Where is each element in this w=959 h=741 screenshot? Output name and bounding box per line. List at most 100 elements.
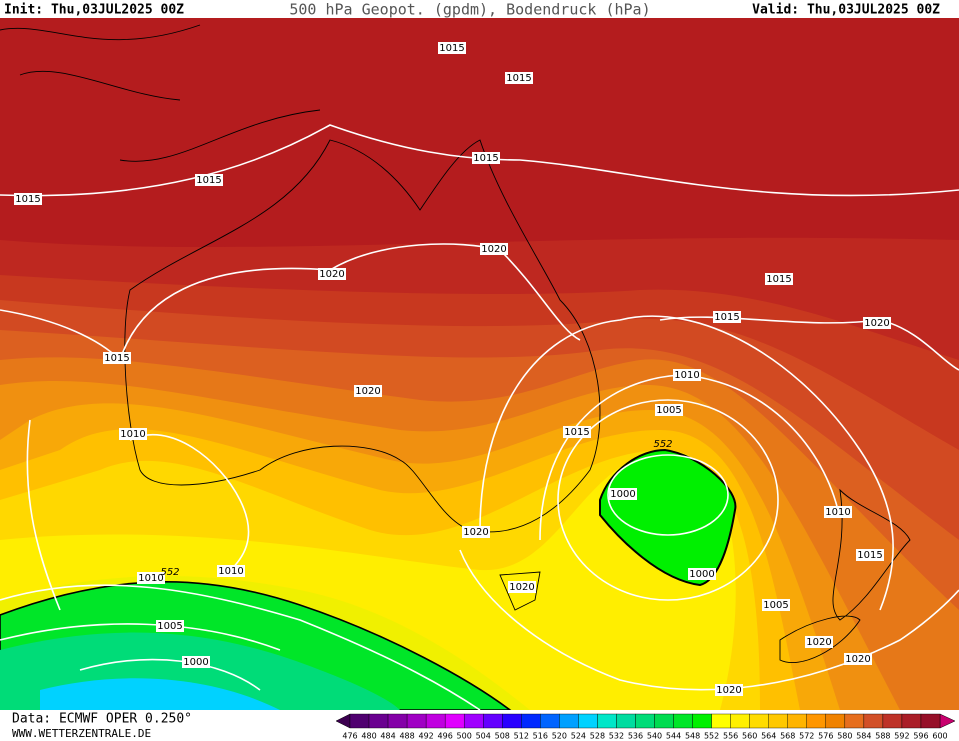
colorbar-tick-label: 560 [742, 732, 757, 741]
isobar-label: 1010 [218, 566, 243, 577]
isobar-label: 1020 [806, 637, 831, 648]
isobar-label: 1015 [473, 153, 498, 164]
label-box [182, 656, 210, 668]
colorbar-tick-label: 496 [438, 732, 453, 741]
isobar-label: 1015 [506, 73, 531, 84]
colorbar-tick-label: 600 [932, 732, 947, 741]
label-box [673, 369, 701, 381]
colorbar-tick-label: 524 [571, 732, 586, 741]
colorbar-tick-label: 504 [476, 732, 491, 741]
isobar-label: 1020 [319, 269, 344, 280]
colorbar-swatch [749, 713, 769, 729]
colorbar-swatch [844, 713, 865, 729]
label-box [856, 549, 884, 561]
isobar [459, 549, 959, 691]
label-box [844, 653, 872, 665]
isobar-label: 1000 [689, 569, 714, 580]
colorbar-swatch [654, 713, 674, 729]
label-box [715, 684, 743, 696]
isobar-label: 1020 [463, 527, 488, 538]
isobar-label: 1015 [714, 312, 739, 323]
isobar-label: 1005 [157, 621, 182, 632]
isobar [0, 124, 959, 197]
label-box [119, 428, 147, 440]
colorbar-tick-label: 532 [609, 732, 624, 741]
isobar-label: 1015 [196, 175, 221, 186]
label-box [480, 243, 508, 255]
isobar [557, 399, 779, 601]
colorbar-swatch [387, 713, 408, 729]
label-box [318, 268, 346, 280]
isobar-label: 1015 [15, 194, 40, 205]
colorbar-tick-label: 596 [913, 732, 928, 741]
colorbar-swatch [463, 713, 484, 729]
colorbar-swatch [692, 713, 712, 729]
colorbar-tick-label: 480 [361, 732, 376, 741]
isobar-label: 1020 [845, 654, 870, 665]
colorbar-swatch [349, 713, 370, 729]
colorbar-swatch [444, 713, 465, 729]
label-box [505, 72, 533, 84]
colorbar-swatch [825, 713, 846, 729]
map-title: 500 hPa Geopot. (gpdm), Bodendruck (hPa) [289, 1, 650, 19]
colorbar-swatch [920, 713, 941, 729]
label-box [655, 404, 683, 416]
header: Init: Thu,03JUL2025 00Z 500 hPa Geopot. … [0, 0, 959, 19]
colorbar-swatch [559, 713, 579, 729]
label-box [765, 273, 793, 285]
label-box [609, 488, 637, 500]
colorbar-swatch [540, 713, 560, 729]
colorbar-swatch [806, 713, 827, 729]
init-time: Init: Thu,03JUL2025 00Z [4, 3, 184, 18]
isobar-label: 1015 [104, 353, 129, 364]
map: 1015 1015 1015 1015 1015 1020 1020 1015 1015 1020… [0, 18, 959, 711]
colorbar-swatch [730, 713, 750, 729]
label-box [195, 174, 223, 186]
isobar-label: 1020 [716, 685, 741, 696]
isobar-label: 1020 [481, 244, 506, 255]
colorbar-tick-label: 528 [590, 732, 605, 741]
isobar-label: 1010 [120, 429, 145, 440]
label-box [762, 599, 790, 611]
isobar-label: 1010 [674, 370, 699, 381]
isobar-label: 1020 [355, 386, 380, 397]
label-box [137, 572, 165, 584]
colorbar: 476 480 484 488 492 496 500 504 508 512 516 520 524 5… [342, 713, 948, 741]
colorbar-swatch [597, 713, 617, 729]
isobar-label: 1005 [656, 405, 681, 416]
label-box [508, 581, 536, 593]
isobar-label: 1015 [766, 274, 791, 285]
label-box [462, 526, 490, 538]
colorbar-tick-label: 584 [856, 732, 871, 741]
footer: Data: ECMWF OPER 0.250° WWW.WETTERZENTRA… [0, 710, 959, 741]
label-box [438, 42, 466, 54]
colorbar-tick-label: 572 [799, 732, 814, 741]
data-source: Data: ECMWF OPER 0.250° [12, 712, 192, 727]
colorbar-swatch [406, 713, 427, 729]
label-box [472, 152, 500, 164]
colorbar-tick-label: 540 [647, 732, 662, 741]
website: WWW.WETTERZENTRALE.DE [12, 727, 151, 740]
coastline [499, 488, 911, 664]
isobar-label: 1015 [564, 427, 589, 438]
label-box [103, 352, 131, 364]
isobar-label: 1000 [610, 489, 635, 500]
colorbar-tick-label: 548 [685, 732, 700, 741]
header-bar [0, 0, 959, 18]
colorbar-tick-label: 476 [342, 732, 357, 741]
colorbar-swatch [882, 713, 903, 729]
colorbar-tick-label: 488 [399, 732, 414, 741]
colorbar-swatch [711, 713, 731, 729]
label-box [217, 565, 245, 577]
colorbar-swatch [787, 713, 807, 729]
colorbar-tick-label: 536 [628, 732, 643, 741]
isobar-label: 1010 [825, 507, 850, 518]
label-box [563, 426, 591, 438]
label-box [156, 620, 184, 632]
isobar-label: 1005 [763, 600, 788, 611]
isobar-label: 1020 [509, 582, 534, 593]
colorbar-tick-label: 484 [380, 732, 395, 741]
label-box [14, 193, 42, 205]
colorbar-tick-label: 508 [495, 732, 510, 741]
